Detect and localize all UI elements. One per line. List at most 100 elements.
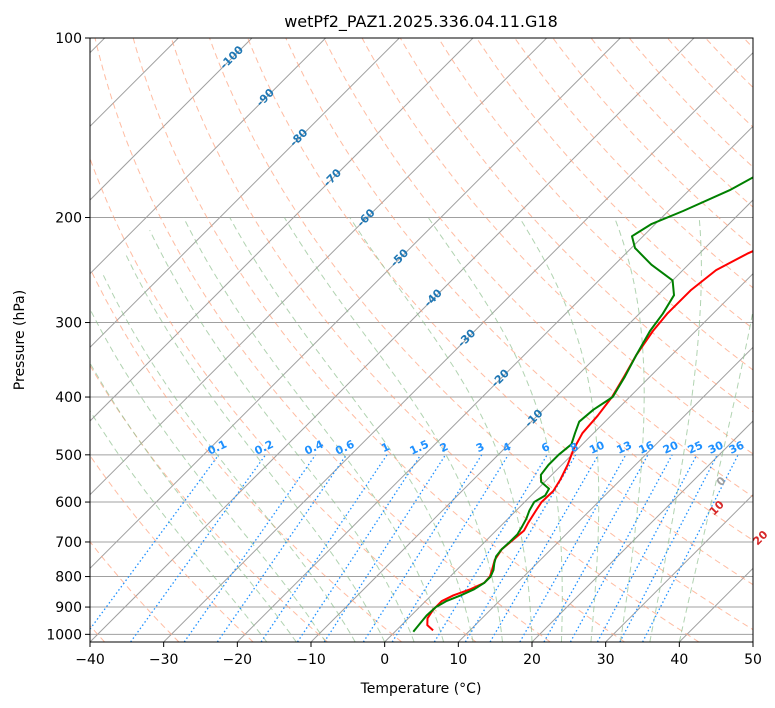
moist-adiabat-line <box>518 217 600 642</box>
isotherm-line <box>90 38 327 275</box>
mixing-ratio-label: 10 <box>587 438 607 456</box>
mixing-ratio-line <box>489 454 599 642</box>
isotherm-line <box>457 346 753 642</box>
dry-adiabat-line <box>590 38 753 208</box>
isotherm-line <box>90 38 253 201</box>
y-tick-label: 500 <box>55 448 82 464</box>
adiabat-labels: 0.1 0.2 0.4 0.6 1 1.5 2 3 4 6 8 10 13 16 20 25 30 36-100-… <box>206 43 771 548</box>
dry-adiabat-line <box>90 364 328 642</box>
isotherm-line <box>236 125 753 642</box>
mixing-ratio-line <box>596 454 698 642</box>
isotherm-line <box>90 38 548 496</box>
mixing-ratio-line <box>362 454 483 642</box>
mixing-ratio-line <box>619 454 718 642</box>
moist-adiabat-line <box>678 308 753 642</box>
mixing-ratio-line <box>296 454 422 642</box>
y-axis-label: Pressure (hPa) <box>12 290 28 390</box>
plot-area <box>90 38 753 642</box>
mixing-ratio-label: 13 <box>615 439 634 457</box>
dry-adiabat-line <box>132 38 625 642</box>
mixing-ratio-line <box>642 454 739 642</box>
isotherm-line <box>678 567 753 642</box>
dry-adiabat-line <box>552 38 753 248</box>
isotherm-line <box>310 199 753 642</box>
mixing-ratio-label: 25 <box>686 439 705 457</box>
y-tick-label: 100 <box>55 31 82 47</box>
x-tick-label: 40 <box>670 652 688 668</box>
dry-adiabat-line <box>209 38 753 631</box>
mixing-ratio-line <box>391 454 509 642</box>
isotherm-line <box>90 38 621 570</box>
moist-adiabat-line <box>90 362 297 642</box>
mixing-ratio-line <box>130 454 267 642</box>
dry-adiabat-line <box>247 38 753 586</box>
mixing-ratio-line <box>260 454 388 642</box>
y-tick-label: 400 <box>55 390 82 406</box>
dewpoint-line <box>412 176 753 633</box>
x-tick-label: −20 <box>223 652 253 668</box>
dry-adiabat-line <box>361 38 753 455</box>
mixing-ratio-line <box>519 454 627 642</box>
isotherm-line <box>90 38 695 642</box>
mixing-ratio-line <box>90 454 220 631</box>
mixing-ratio-label: 6 <box>539 440 552 455</box>
dry-adiabat-line <box>90 454 254 642</box>
y-tick-label: 800 <box>55 570 82 586</box>
x-tick-label: 30 <box>597 652 615 668</box>
isobar-grid <box>90 38 753 635</box>
dry-adiabat-line <box>170 38 700 642</box>
moist-adiabat-line <box>614 217 645 642</box>
chart-title: wetPf2_PAZ1.2025.336.04.11.G18 <box>284 12 558 32</box>
moist-adiabat-line <box>149 229 415 642</box>
dry-adiabat-line <box>437 38 753 371</box>
dry-adiabat-label: 0 <box>714 474 729 489</box>
mixing-ratio-label: 4 <box>501 440 514 455</box>
mixing-ratio-line <box>216 454 347 642</box>
x-tick-label: −10 <box>296 652 326 668</box>
dry-adiabat-line <box>743 38 753 49</box>
y-tick-label: 700 <box>55 535 82 551</box>
moist-adiabat-line <box>427 217 563 642</box>
moist-adiabat-line <box>229 217 474 642</box>
y-tick-label: 600 <box>55 495 82 511</box>
x-tick-label: 50 <box>744 652 762 668</box>
dry-adiabats <box>90 38 753 642</box>
mixing-ratio-label: 36 <box>727 438 747 456</box>
y-tick-label: 1000 <box>46 627 82 643</box>
mixing-ratio-label: 30 <box>706 438 726 456</box>
dry-adiabat-line <box>323 38 753 498</box>
mixing-ratio-lines <box>90 454 739 642</box>
dry-adiabat-line <box>667 38 753 128</box>
x-tick-label: 10 <box>449 652 467 668</box>
y-axis-ticks: 1000 900 800 700 600 500 400 300 200 100 <box>46 31 90 643</box>
isotherm-line <box>531 420 753 642</box>
isotherm-line <box>752 641 753 642</box>
x-tick-label: −30 <box>149 652 179 668</box>
x-tick-label: 20 <box>523 652 541 668</box>
dry-adiabat-line <box>476 38 753 330</box>
moist-adiabat-line <box>90 410 268 642</box>
isotherm-line <box>605 493 753 642</box>
dry-adiabat-line <box>705 38 753 89</box>
moist-adiabat-line <box>183 217 445 642</box>
mixing-ratio-label: 3 <box>474 440 486 455</box>
moist-adiabat-line <box>124 253 386 642</box>
dry-adiabat-line <box>90 157 477 642</box>
isotherm-line <box>163 51 753 642</box>
moist-adiabat-line <box>90 308 327 642</box>
mixing-ratio-label: 16 <box>637 438 657 456</box>
mixing-ratio-label: 20 <box>661 438 681 456</box>
dry-adiabat-label: 10 <box>707 498 727 518</box>
dry-adiabat-line <box>94 38 551 642</box>
moist-adiabat-line <box>102 275 356 642</box>
x-axis-ticks: −40 −30 −20 −10 0 10 20 30 40 50 <box>75 642 762 668</box>
y-tick-label: 200 <box>55 211 82 227</box>
x-axis-label: Temperature (°C) <box>360 681 482 697</box>
sounding-series <box>412 176 753 633</box>
isotherm-line <box>384 272 753 642</box>
x-tick-label: 0 <box>380 652 389 668</box>
dry-adiabat-label: 20 <box>750 528 770 548</box>
dry-adiabat-line <box>90 267 403 642</box>
